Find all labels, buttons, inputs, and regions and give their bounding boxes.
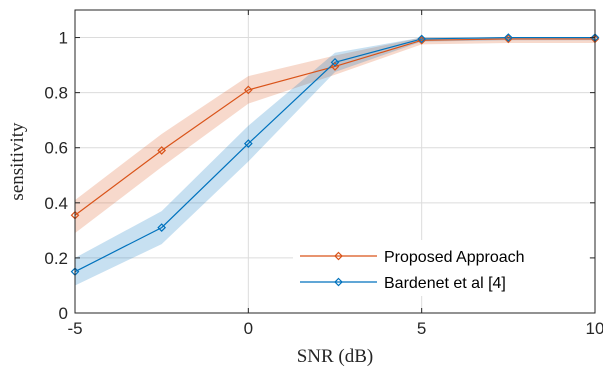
y-tick-label: 0.8 [44,84,68,103]
y-tick-label: 0 [59,304,68,323]
x-tick-label: 10 [586,319,603,338]
y-axis-label: sensitivity [7,122,28,201]
y-tick-label: 0.6 [44,139,68,158]
x-tick-label: 0 [244,319,253,338]
y-tick-labels: 0 0.2 0.4 0.6 0.8 1 [44,29,68,323]
legend: Proposed Approach Bardenet et al [4] [293,240,589,296]
legend-label-bardenet: Bardenet et al [4] [384,275,506,292]
legend-label-proposed: Proposed Approach [384,249,525,266]
x-tick-label: 5 [417,319,426,338]
x-tick-label: -5 [67,319,82,338]
x-tick-labels: -5 0 5 10 [67,319,603,338]
y-tick-label: 1 [59,29,68,48]
y-tick-label: 0.4 [44,194,68,213]
x-axis-label: SNR (dB) [297,346,374,367]
y-tick-label: 0.2 [44,249,68,268]
